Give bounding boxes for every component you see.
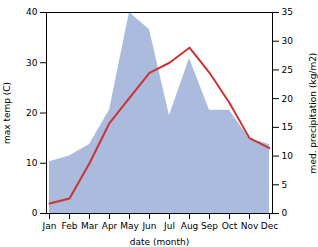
svg-text:Nov: Nov	[241, 221, 259, 231]
svg-text:15: 15	[282, 122, 293, 132]
svg-text:Jan: Jan	[42, 221, 57, 231]
svg-text:10: 10	[282, 151, 294, 161]
svg-text:Mar: Mar	[81, 221, 98, 231]
svg-text:5: 5	[282, 180, 288, 190]
svg-text:Aug: Aug	[181, 221, 199, 231]
svg-text:30: 30	[282, 36, 294, 46]
svg-text:Dec: Dec	[261, 221, 278, 231]
svg-text:0: 0	[32, 208, 38, 218]
svg-text:May: May	[120, 221, 139, 231]
svg-text:0: 0	[282, 208, 288, 218]
svg-text:Oct: Oct	[222, 221, 238, 231]
svg-text:40: 40	[26, 7, 38, 17]
svg-text:20: 20	[26, 108, 38, 118]
svg-text:25: 25	[282, 65, 293, 75]
svg-text:30: 30	[26, 58, 38, 68]
svg-text:Apr: Apr	[102, 221, 118, 231]
svg-text:Jun: Jun	[141, 221, 156, 231]
svg-text:date (month): date (month)	[130, 237, 189, 247]
svg-text:35: 35	[282, 7, 293, 17]
svg-text:Feb: Feb	[62, 221, 78, 231]
svg-text:max temp (C): max temp (C)	[2, 82, 12, 144]
svg-text:20: 20	[282, 94, 294, 104]
svg-text:10: 10	[26, 158, 38, 168]
svg-text:med. precipitation (kg/m2): med. precipitation (kg/m2)	[308, 53, 318, 174]
svg-text:Jul: Jul	[163, 221, 175, 231]
svg-text:Sep: Sep	[201, 221, 218, 231]
